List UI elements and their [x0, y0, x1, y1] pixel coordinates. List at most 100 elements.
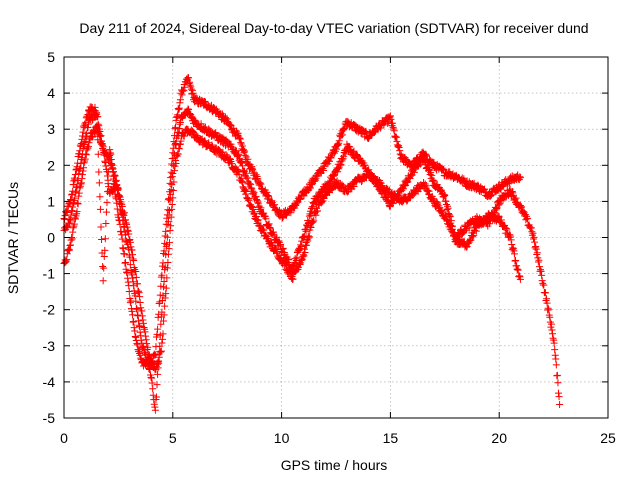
data-point [107, 155, 115, 163]
data-point [177, 137, 185, 145]
data-point [110, 180, 118, 188]
data-point [147, 373, 155, 381]
data-point [67, 217, 75, 225]
data-point [398, 198, 406, 206]
data-point [112, 195, 120, 203]
data-point [88, 116, 96, 124]
data-point [235, 150, 243, 158]
data-point [300, 233, 308, 241]
data-point [334, 141, 342, 149]
data-point [188, 127, 196, 135]
data-point [99, 262, 107, 270]
data-point [430, 177, 438, 185]
data-point [157, 320, 165, 328]
data-point [325, 157, 333, 165]
data-point [78, 175, 86, 183]
data-point [532, 245, 540, 253]
data-point [96, 193, 104, 201]
data-point [189, 89, 197, 97]
x-tick-label: 0 [60, 430, 68, 446]
data-point [287, 209, 295, 217]
data-point [100, 252, 108, 260]
data-point [493, 204, 501, 212]
data-point [544, 304, 552, 312]
data-point [252, 171, 260, 179]
data-point [467, 236, 475, 244]
data-point [252, 193, 260, 201]
data-point [258, 184, 266, 192]
data-point [124, 226, 132, 234]
data-point [240, 148, 248, 156]
data-point [151, 351, 159, 359]
data-point [553, 371, 561, 379]
data-point [68, 190, 76, 198]
data-point [110, 175, 118, 183]
data-point [429, 176, 437, 184]
data-point [174, 128, 182, 136]
data-point [250, 188, 258, 196]
data-point [350, 183, 358, 191]
data-point [138, 312, 146, 320]
data-point [131, 292, 139, 300]
data-point [153, 381, 161, 389]
data-point [123, 268, 131, 276]
data-point [391, 132, 399, 140]
data-point [513, 265, 521, 273]
data-point [425, 187, 433, 195]
data-point [98, 140, 106, 148]
data-point [92, 111, 100, 119]
data-point [117, 196, 125, 204]
data-point [151, 403, 159, 411]
data-point [97, 223, 105, 231]
chart-title: Day 211 of 2024, Sidereal Day-to-day VTE… [79, 20, 588, 36]
data-point [94, 150, 102, 158]
data-point [273, 233, 281, 241]
data-point [121, 259, 129, 267]
data-point [113, 205, 121, 213]
data-point [229, 128, 237, 136]
data-point [549, 330, 557, 338]
data-point [71, 171, 79, 179]
data-point [66, 215, 74, 223]
data-point [387, 115, 395, 123]
y-tick-label: -4 [43, 374, 56, 390]
data-point [84, 120, 92, 128]
data-point [160, 283, 168, 291]
data-point [192, 94, 200, 102]
data-point [361, 161, 369, 169]
series-B [60, 122, 564, 408]
data-point [268, 197, 276, 205]
data-point [257, 222, 265, 230]
data-point [122, 219, 130, 227]
data-point [422, 158, 430, 166]
data-point [392, 133, 400, 141]
data-point [254, 217, 262, 225]
data-point [101, 235, 109, 243]
data-point [296, 195, 304, 203]
data-point [92, 123, 100, 131]
data-point [155, 350, 163, 358]
y-tick-label: 5 [47, 49, 55, 65]
data-point [314, 207, 322, 215]
data-point [163, 274, 171, 282]
data-point [442, 200, 450, 208]
data-point [166, 179, 174, 187]
data-point [335, 137, 343, 145]
data-point [175, 124, 183, 132]
data-point [256, 205, 264, 213]
data-point [277, 240, 285, 248]
data-point [307, 223, 315, 231]
data-point [279, 244, 287, 252]
data-point [73, 183, 81, 191]
data-point [243, 174, 251, 182]
data-point [238, 178, 246, 186]
data-point [169, 170, 177, 178]
data-point [174, 111, 182, 119]
data-point [497, 216, 505, 224]
data-point [262, 215, 270, 223]
data-point [172, 141, 180, 149]
data-point [554, 379, 562, 387]
data-point [168, 201, 176, 209]
data-point [170, 154, 178, 162]
data-point [540, 281, 548, 289]
